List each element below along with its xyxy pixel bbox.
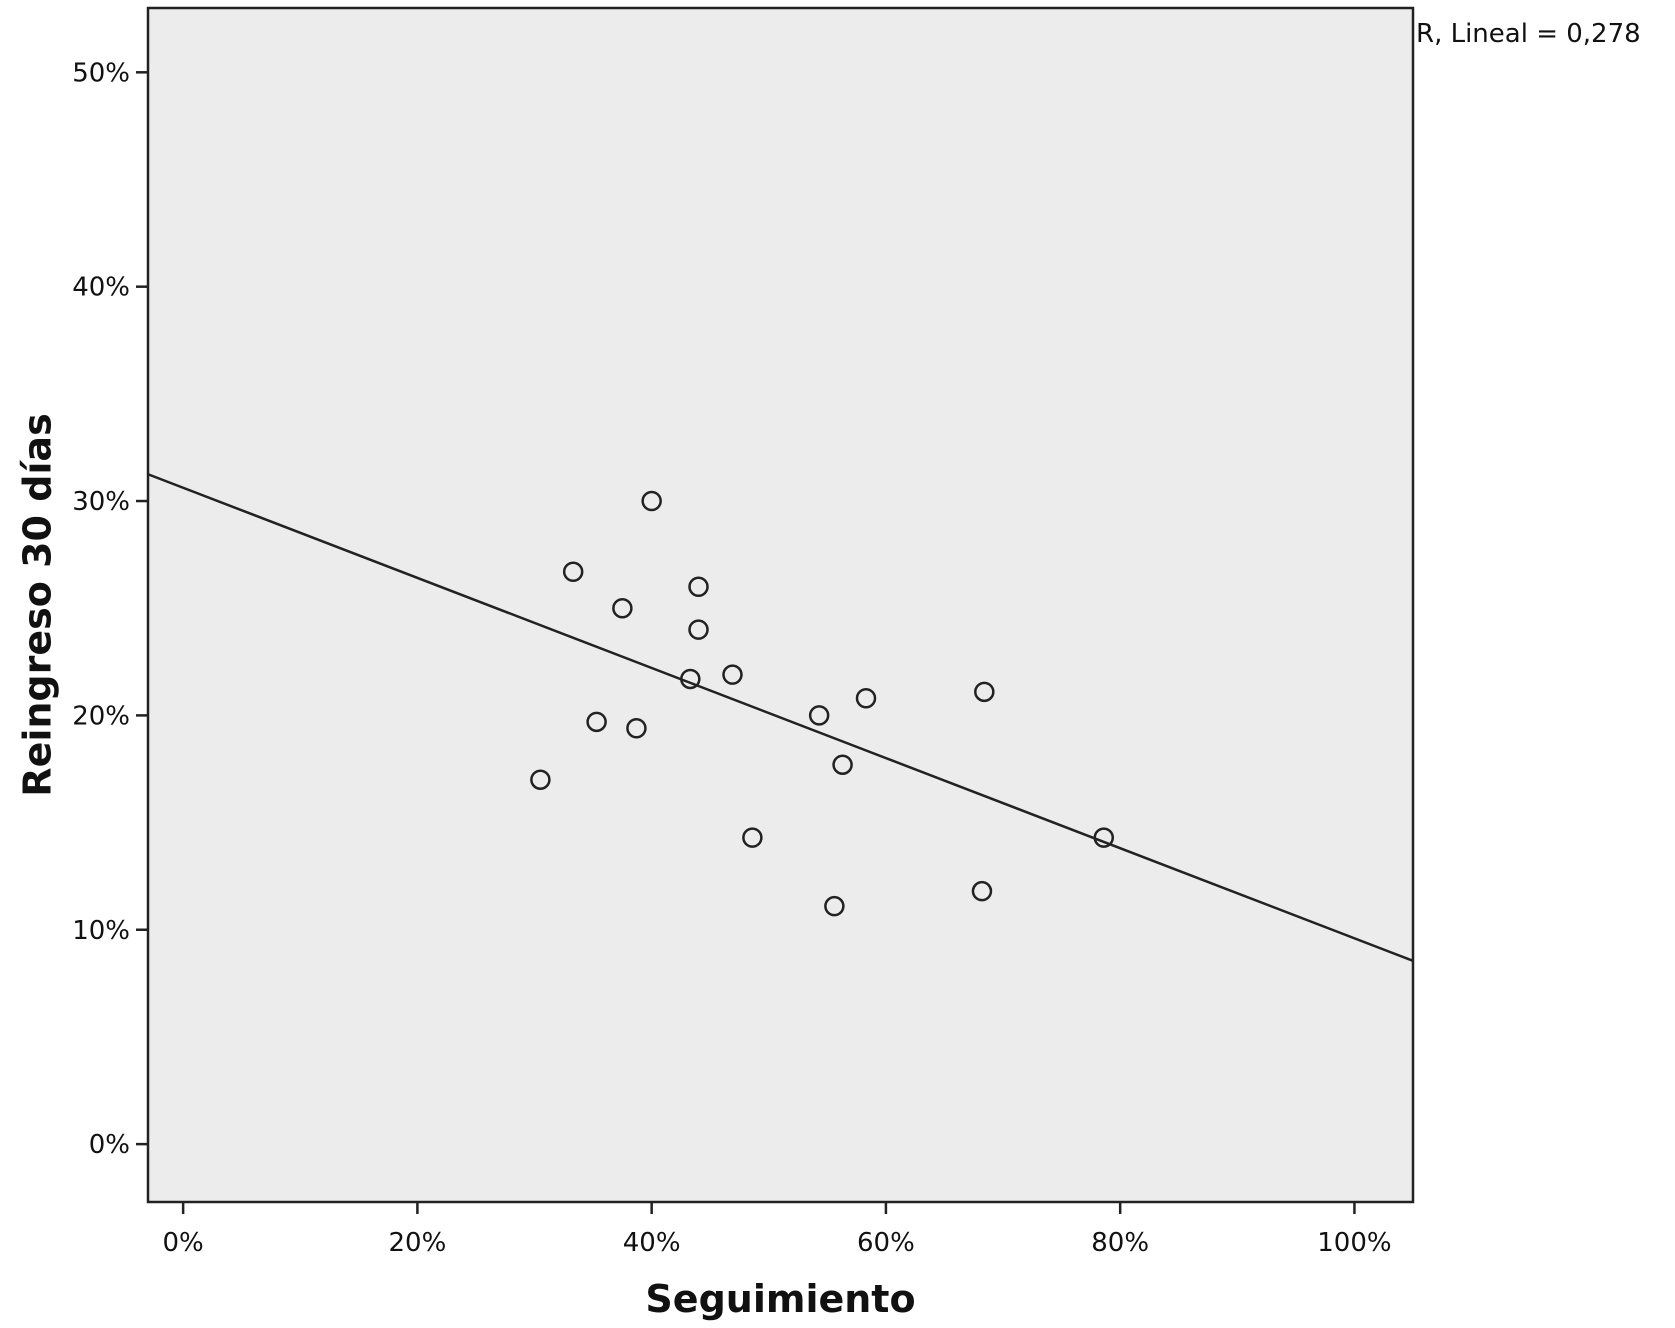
data-point-10 (742, 827, 763, 848)
x-tick-label-3: 60% (857, 1228, 915, 1258)
y-tick-label-5: 50% (72, 58, 130, 88)
y-axis-title: Reingreso 30 días (16, 413, 60, 796)
data-point-13 (832, 754, 853, 775)
data-point-0 (530, 769, 551, 790)
fit-line (147, 473, 1414, 963)
data-point-15 (971, 880, 993, 902)
data-point-6 (680, 668, 701, 690)
x-axis: 0% 20% 40% 60% 80% 100% (163, 1202, 1392, 1258)
data-point-1 (562, 561, 584, 583)
data-point-9 (722, 664, 743, 685)
data-point-17 (1093, 827, 1115, 848)
data-point-16 (974, 681, 995, 703)
y-tick-label-0: 0% (89, 1130, 130, 1160)
x-tick-label-2: 40% (623, 1228, 681, 1258)
x-tick-label-0: 0% (163, 1228, 204, 1258)
data-point-2 (586, 711, 607, 733)
fit-label: R, Lineal = 0,278 (1416, 19, 1641, 49)
data-point-12 (824, 895, 845, 917)
x-tick-label-1: 20% (388, 1228, 446, 1258)
data-point-3 (612, 597, 633, 619)
y-tick-label-2: 20% (72, 701, 130, 731)
y-tick-label-4: 40% (72, 273, 130, 303)
data-points (530, 490, 1115, 917)
data-point-14 (855, 687, 877, 709)
x-axis-title: Seguimiento (645, 1277, 915, 1321)
y-tick-label-3: 30% (72, 487, 130, 517)
x-tick-label-4: 80% (1091, 1228, 1149, 1258)
plot-area (146, 6, 1415, 1204)
data-point-4 (626, 718, 647, 739)
data-point-7 (688, 576, 709, 598)
y-axis: 0% 10% 20% 30% 40% 50% (72, 58, 148, 1160)
data-point-11 (808, 705, 830, 726)
x-tick-label-5: 100% (1317, 1228, 1391, 1258)
data-point-5 (641, 490, 662, 512)
y-tick-label-1: 10% (72, 916, 130, 946)
data-point-8 (688, 619, 709, 640)
